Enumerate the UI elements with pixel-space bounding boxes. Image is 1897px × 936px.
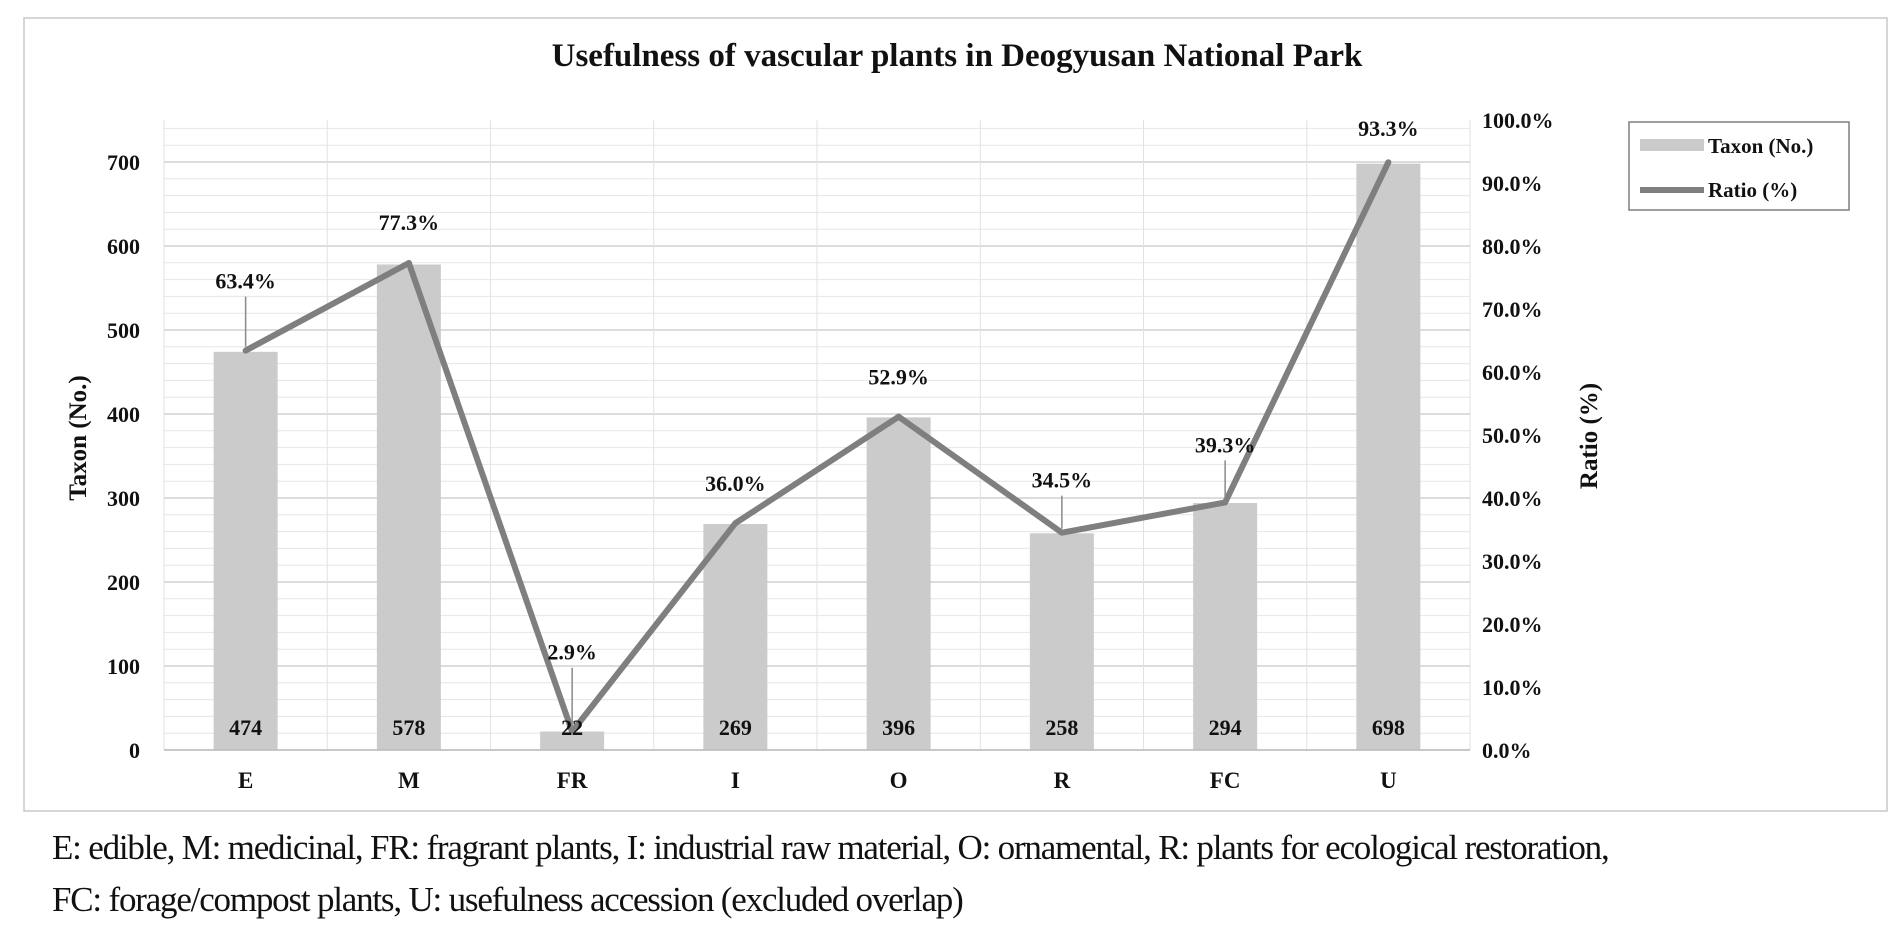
y-axis-title: Taxon (No.)	[65, 375, 92, 501]
y2-tick-label: 0.0%	[1482, 738, 1532, 763]
caption-line-1: E: edible, M: medicinal, FR: fragrant pl…	[52, 828, 1610, 867]
x-tick-label-M: M	[398, 768, 420, 793]
y-tick-label: 0	[129, 738, 140, 763]
bar-M	[376, 264, 441, 750]
ratio-point-O	[895, 413, 902, 420]
ratio-label-I: 36.0%	[705, 471, 766, 496]
y2-tick-label: 30.0%	[1482, 549, 1543, 574]
y2-axis-title: Ratio (%)	[1576, 383, 1603, 489]
legend: Taxon (No.) Ratio (%)	[1628, 121, 1850, 211]
ratio-label-R: 34.5%	[1032, 468, 1093, 493]
chart-figure: Usefulness of vascular plants in Deogyus…	[23, 17, 1888, 812]
x-tick-label-I: I	[731, 768, 740, 793]
bar-O	[866, 417, 931, 750]
ratio-label-U: 93.3%	[1358, 116, 1419, 141]
x-tick-label-FC: FC	[1210, 768, 1241, 793]
legend-bar-label: Taxon (No.)	[1708, 134, 1813, 158]
y2-tick-label: 80.0%	[1482, 234, 1543, 259]
y-tick-label: 600	[107, 234, 140, 259]
bar-label-FC: 294	[1209, 715, 1242, 740]
bar-R	[1029, 533, 1094, 750]
legend-bar-swatch	[1640, 139, 1704, 151]
ratio-label-O: 52.9%	[868, 365, 929, 390]
chart-title: Usefulness of vascular plants in Deogyus…	[552, 38, 1363, 74]
ratio-point-R	[1058, 529, 1065, 536]
y2-tick-label: 20.0%	[1482, 612, 1543, 637]
x-tick-label-R: R	[1054, 768, 1071, 793]
y-tick-label: 300	[107, 486, 140, 511]
legend-box	[1628, 121, 1850, 211]
caption-line-2: FC: forage/compost plants, U: usefulness…	[52, 880, 964, 919]
y2-tick-label: 60.0%	[1482, 360, 1543, 385]
y-tick-label: 400	[107, 402, 140, 427]
bar-label-E: 474	[229, 715, 262, 740]
bar-FC	[1193, 503, 1258, 750]
bar-label-R: 258	[1045, 715, 1078, 740]
y-tick-label: 500	[107, 318, 140, 343]
legend-line-label: Ratio (%)	[1708, 178, 1797, 202]
ratio-label-FC: 39.3%	[1195, 432, 1256, 457]
line-value-labels: 63.4% 77.3% 2.9% 36.0% 52.9% 34.5% 39.3% 93.3%	[215, 116, 1419, 728]
ratio-point-M	[405, 260, 412, 267]
y2-tick-label: 70.0%	[1482, 297, 1543, 322]
x-tick-label-E: E	[238, 768, 253, 793]
y2-tick-label: 10.0%	[1482, 675, 1543, 700]
ratio-point-U	[1385, 159, 1392, 166]
bar-label-U: 698	[1372, 715, 1405, 740]
bar-E	[213, 351, 278, 750]
ratio-point-FC	[1222, 499, 1229, 506]
bar-label-I: 269	[719, 715, 752, 740]
y-tick-label: 700	[107, 150, 140, 175]
bar-I	[703, 524, 768, 750]
y-tick-label: 200	[107, 570, 140, 595]
y2-tick-label: 40.0%	[1482, 486, 1543, 511]
ratio-point-FR	[569, 728, 576, 735]
x-tick-label-U: U	[1380, 768, 1397, 793]
bar-series	[213, 163, 1421, 750]
y2-tick-label: 50.0%	[1482, 423, 1543, 448]
bar-FR	[540, 731, 605, 750]
ratio-line	[244, 160, 1392, 735]
bar-U	[1356, 163, 1421, 750]
ratio-label-M: 77.3%	[379, 210, 440, 235]
x-tick-label-FR: FR	[557, 768, 588, 793]
figure-caption: E: edible, M: medicinal, FR: fragrant pl…	[52, 822, 1882, 926]
ratio-point-I	[732, 520, 739, 527]
bar-value-labels: 474 578 22 269 396 258 294 698	[229, 715, 1405, 740]
ratio-label-E: 63.4%	[215, 269, 276, 294]
ratio-label-FR: 2.9%	[547, 640, 597, 665]
axes: E M FR I O R FC U 0 100 200 300 400 500 600 700 0.0% 10.0…	[107, 108, 1554, 793]
line-series	[242, 159, 1392, 735]
bar-label-O: 396	[882, 715, 915, 740]
bar-label-M: 578	[392, 715, 425, 740]
y2-tick-label: 100.0%	[1482, 108, 1554, 133]
y-tick-label: 100	[107, 654, 140, 679]
y2-tick-label: 90.0%	[1482, 171, 1543, 196]
ratio-point-E	[242, 347, 249, 354]
x-tick-label-O: O	[890, 768, 908, 793]
